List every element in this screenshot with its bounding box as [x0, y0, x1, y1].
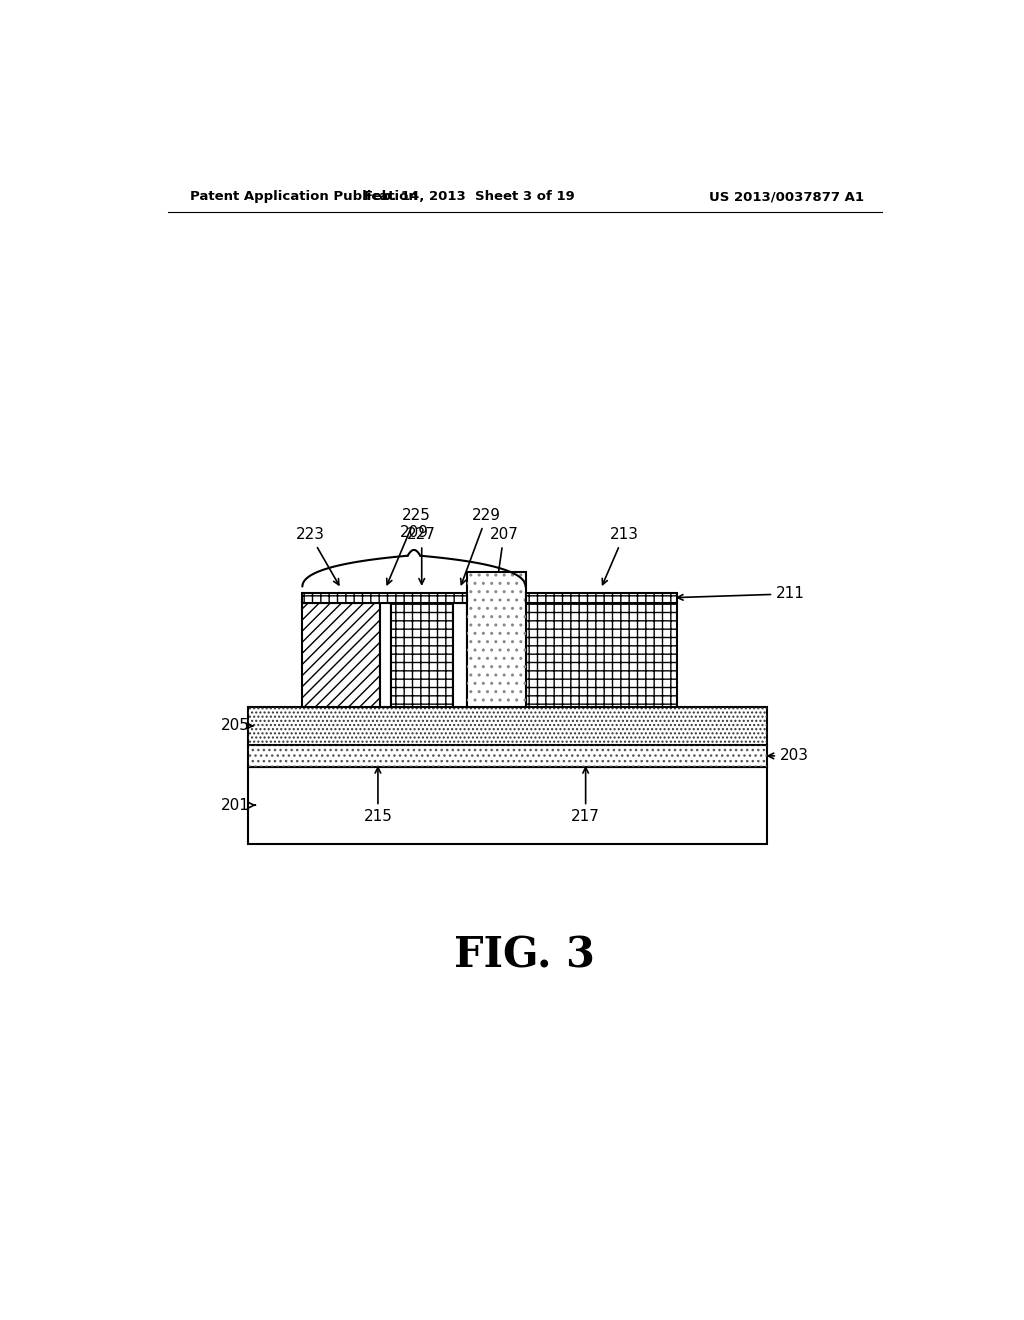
- Text: 215: 215: [364, 767, 392, 824]
- Bar: [302, 593, 467, 603]
- Bar: [248, 744, 767, 767]
- Text: 227: 227: [408, 528, 436, 585]
- Text: FIG. 3: FIG. 3: [455, 935, 595, 977]
- Text: 217: 217: [571, 767, 600, 824]
- Bar: [302, 603, 380, 706]
- Text: 209: 209: [399, 525, 428, 540]
- Text: 225: 225: [387, 508, 431, 585]
- Bar: [248, 767, 767, 843]
- Text: 229: 229: [461, 508, 502, 585]
- Bar: [525, 593, 677, 603]
- Bar: [302, 603, 380, 706]
- Text: 213: 213: [602, 528, 639, 585]
- Bar: [525, 603, 677, 706]
- Text: Patent Application Publication: Patent Application Publication: [190, 190, 418, 203]
- Text: US 2013/0037877 A1: US 2013/0037877 A1: [710, 190, 864, 203]
- Text: 205: 205: [220, 718, 253, 734]
- Bar: [391, 603, 453, 706]
- Text: Feb. 14, 2013  Sheet 3 of 19: Feb. 14, 2013 Sheet 3 of 19: [364, 190, 574, 203]
- Bar: [302, 593, 467, 603]
- Bar: [525, 593, 677, 603]
- Text: 211: 211: [678, 586, 805, 602]
- Bar: [525, 603, 677, 706]
- Bar: [248, 706, 767, 744]
- Text: 203: 203: [768, 748, 809, 763]
- Text: 223: 223: [296, 528, 339, 585]
- Text: 207: 207: [489, 528, 518, 585]
- Bar: [391, 603, 453, 706]
- Bar: [248, 744, 767, 767]
- Bar: [453, 603, 467, 706]
- Text: 201: 201: [220, 797, 255, 813]
- Bar: [467, 572, 525, 706]
- Bar: [467, 572, 525, 706]
- Bar: [248, 706, 767, 744]
- Bar: [380, 603, 391, 706]
